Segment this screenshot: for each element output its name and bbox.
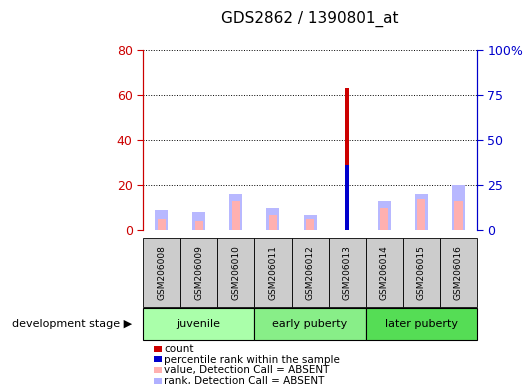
Text: GDS2862 / 1390801_at: GDS2862 / 1390801_at — [222, 11, 399, 27]
Bar — [378, 201, 391, 230]
Bar — [217, 238, 254, 307]
Bar — [440, 238, 477, 307]
Text: value, Detection Call = ABSENT: value, Detection Call = ABSENT — [164, 365, 330, 375]
Bar — [155, 210, 168, 230]
Text: GSM206011: GSM206011 — [269, 245, 277, 300]
Text: development stage ▶: development stage ▶ — [12, 319, 132, 329]
Bar — [403, 238, 440, 307]
Text: count: count — [164, 344, 193, 354]
Bar — [417, 199, 426, 230]
Text: GSM206016: GSM206016 — [454, 245, 463, 300]
Bar — [254, 238, 292, 307]
Bar — [143, 238, 180, 307]
Bar — [366, 308, 477, 340]
Bar — [269, 215, 277, 230]
Text: GSM206014: GSM206014 — [380, 245, 388, 300]
Text: GSM206013: GSM206013 — [343, 245, 351, 300]
Text: juvenile: juvenile — [176, 319, 221, 329]
Bar — [329, 238, 366, 307]
Bar — [143, 308, 254, 340]
Text: early puberty: early puberty — [272, 319, 348, 329]
Bar — [254, 308, 366, 340]
Bar — [346, 88, 349, 230]
Text: percentile rank within the sample: percentile rank within the sample — [164, 354, 340, 364]
Bar — [306, 219, 314, 230]
Bar — [232, 201, 240, 230]
Bar — [292, 238, 329, 307]
Bar — [180, 238, 217, 307]
Text: rank, Detection Call = ABSENT: rank, Detection Call = ABSENT — [164, 376, 324, 384]
Bar — [157, 219, 166, 230]
Bar — [192, 212, 205, 230]
Bar — [267, 208, 279, 230]
Bar — [380, 208, 388, 230]
Bar — [454, 201, 463, 230]
Text: GSM206015: GSM206015 — [417, 245, 426, 300]
Bar — [452, 185, 465, 230]
Bar — [304, 215, 316, 230]
Bar — [415, 194, 428, 230]
Bar — [346, 166, 349, 230]
Text: later puberty: later puberty — [385, 319, 458, 329]
Text: GSM206009: GSM206009 — [195, 245, 203, 300]
Bar — [229, 194, 242, 230]
Text: GSM206012: GSM206012 — [306, 245, 314, 300]
Text: GSM206010: GSM206010 — [232, 245, 240, 300]
Text: GSM206008: GSM206008 — [157, 245, 166, 300]
Bar — [195, 221, 203, 230]
Bar — [366, 238, 403, 307]
